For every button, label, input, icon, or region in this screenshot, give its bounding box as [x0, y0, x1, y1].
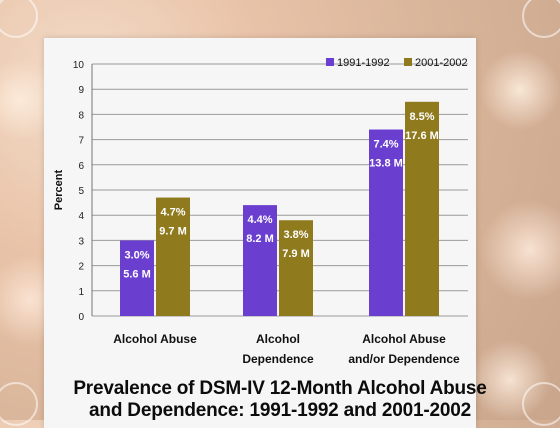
- bar-1991-1992-0: [120, 240, 154, 316]
- y-tick-label: 5: [78, 186, 84, 197]
- bar-count-label: 13.8 M: [369, 158, 403, 170]
- bar-count-label: 5.6 M: [123, 268, 151, 280]
- y-axis-label: Percent: [53, 169, 65, 210]
- legend-swatch: [326, 58, 334, 66]
- y-tick-label: 0: [78, 312, 84, 323]
- corner-ornament: [522, 0, 560, 38]
- bar-value-label: 4.4%: [247, 214, 272, 226]
- bar-value-label: 4.7%: [160, 207, 185, 219]
- chart-title-line-2: and Dependence: 1991-1992 and 2001-2002: [89, 400, 471, 421]
- y-tick-label: 10: [73, 60, 85, 71]
- bar-value-label: 8.5%: [409, 111, 434, 123]
- y-tick-label: 3: [78, 236, 84, 247]
- category-label: Alcohol Abuse: [362, 332, 446, 346]
- chart-title-line-1: Prevalence of DSM-IV 12-Month Alcohol Ab…: [73, 378, 487, 399]
- bar-2001-2002-1: [279, 220, 313, 316]
- legend-label: 1991-1992: [337, 57, 390, 69]
- bar-1991-1992-2: [369, 129, 403, 316]
- category-label: Dependence: [242, 352, 314, 366]
- bar-1991-1992-1: [243, 205, 277, 316]
- bar-2001-2002-0: [156, 197, 190, 316]
- y-tick-label: 6: [78, 161, 84, 172]
- y-tick-label: 9: [78, 85, 84, 96]
- y-tick-label: 7: [78, 136, 84, 147]
- bar-2001-2002-2: [405, 101, 439, 316]
- y-tick-label: 4: [78, 211, 84, 222]
- category-label: Alcohol Abuse: [113, 332, 197, 346]
- corner-ornament: [0, 0, 38, 38]
- bar-count-label: 9.7 M: [159, 226, 187, 238]
- y-tick-label: 2: [78, 262, 84, 273]
- bar-count-label: 8.2 M: [246, 233, 274, 245]
- y-tick-label: 1: [78, 287, 84, 298]
- category-label: Alcohol: [256, 332, 300, 346]
- bar-count-label: 7.9 M: [282, 248, 310, 260]
- y-tick-label: 8: [78, 110, 84, 121]
- bar-value-label: 7.4%: [373, 139, 398, 151]
- bar-value-label: 3.0%: [124, 249, 149, 261]
- category-label: and/or Dependence: [348, 352, 460, 366]
- legend-swatch: [404, 58, 412, 66]
- legend-label: 2001-2002: [415, 57, 468, 69]
- bar-count-label: 17.6 M: [405, 130, 439, 142]
- bar-value-label: 3.8%: [283, 229, 308, 241]
